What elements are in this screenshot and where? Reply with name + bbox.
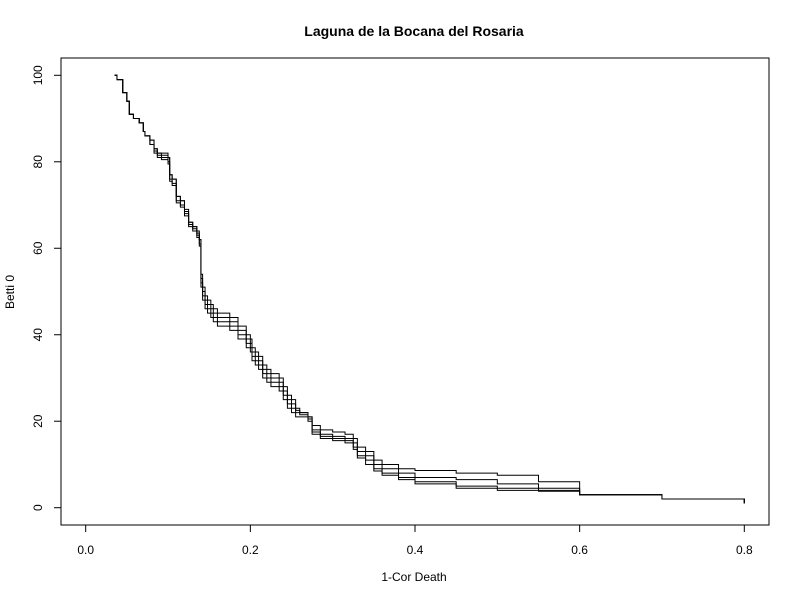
x-tick-label: 0.8 — [736, 543, 753, 557]
plot-frame — [60, 57, 770, 526]
series-line-4 — [114, 74, 745, 504]
x-tick-label: 0.0 — [77, 543, 94, 557]
x-tick-label: 0.6 — [571, 543, 588, 557]
x-tick-label: 0.2 — [242, 543, 259, 557]
x-axis: 0.0 0.2 0.4 0.6 0.8 — [77, 524, 753, 557]
x-tick-label: 0.4 — [407, 543, 424, 557]
series-line-3 — [114, 74, 745, 504]
y-tick-label: 20 — [31, 414, 45, 428]
y-axis: 0 20 40 60 80 100 — [31, 65, 62, 511]
y-tick-label: 100 — [31, 65, 45, 85]
y-tick-label: 40 — [31, 328, 45, 342]
y-axis-label: Betti 0 — [3, 275, 17, 309]
y-tick-label: 60 — [31, 241, 45, 255]
series-group — [114, 74, 745, 504]
x-axis-label: 1-Cor Death — [381, 570, 446, 584]
y-tick-label: 80 — [31, 155, 45, 169]
series-line-1 — [114, 74, 745, 504]
chart-title: Laguna de la Bocana del Rosaria — [304, 23, 524, 39]
series-line-2 — [114, 74, 745, 504]
y-tick-label: 0 — [31, 504, 45, 511]
